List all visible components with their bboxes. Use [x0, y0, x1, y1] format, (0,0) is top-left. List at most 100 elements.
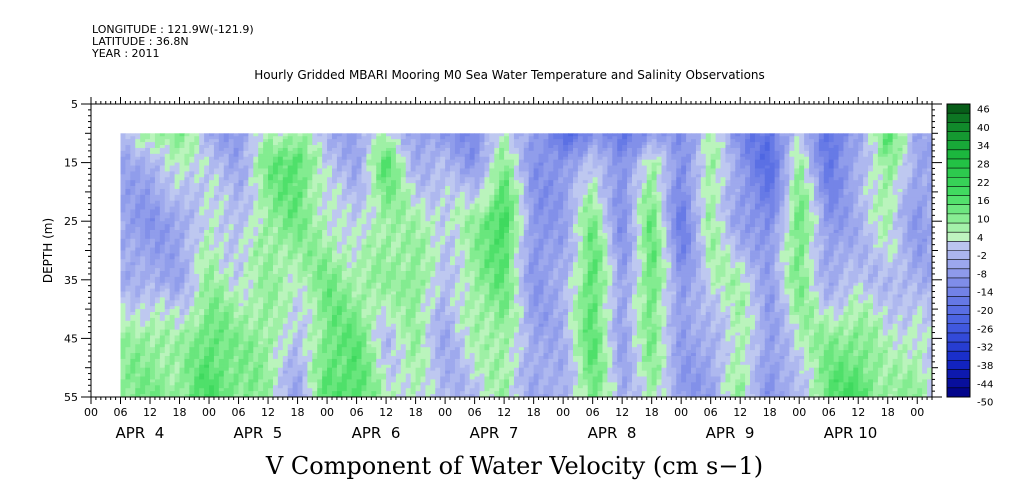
heatmap-cell	[189, 259, 195, 263]
heatmap-cell	[253, 221, 259, 225]
heatmap-cell	[381, 206, 387, 210]
heatmap-cell	[351, 177, 357, 181]
heatmap-cell	[194, 364, 200, 369]
heatmap-cell	[302, 253, 308, 257]
heatmap-cell	[381, 335, 387, 339]
heatmap-cell	[253, 309, 259, 313]
heatmap-cell	[263, 218, 269, 222]
heatmap-cell	[381, 314, 387, 319]
heatmap-cell	[179, 168, 185, 172]
heatmap-cell	[179, 279, 185, 284]
heatmap-cell	[174, 285, 180, 289]
heatmap-cell	[238, 391, 244, 395]
heatmap-cell	[213, 367, 220, 372]
heatmap-cell	[341, 294, 348, 298]
heatmap-cell	[381, 256, 387, 260]
heatmap-cell	[268, 382, 274, 386]
heatmap-cell	[341, 288, 348, 292]
heatmap-cell	[238, 329, 244, 333]
heatmap-cell	[341, 159, 348, 163]
heatmap-cell	[297, 300, 303, 304]
heatmap-cell	[292, 282, 298, 287]
heatmap-cell	[218, 294, 225, 298]
heatmap-cell	[268, 297, 274, 301]
heatmap-cell	[248, 191, 254, 196]
heatmap-cell	[371, 209, 377, 213]
heatmap-cell	[248, 206, 254, 210]
heatmap-cell	[238, 238, 244, 243]
heatmap-cell	[322, 142, 328, 146]
heatmap-cell	[376, 171, 382, 175]
heatmap-cell	[282, 139, 289, 143]
heatmap-cell	[322, 303, 328, 307]
heatmap-cell	[376, 133, 382, 137]
heatmap-cell	[120, 265, 126, 269]
heatmap-cell	[356, 206, 362, 210]
heatmap-cell	[223, 183, 230, 187]
heatmap-cell	[391, 191, 397, 196]
heatmap-cell	[159, 218, 166, 222]
heatmap-cell	[331, 241, 338, 246]
heatmap-cell	[327, 300, 333, 304]
heatmap-cell	[361, 320, 367, 325]
heatmap-cell	[341, 212, 348, 216]
heatmap-cell	[130, 186, 136, 190]
heatmap-cell	[204, 191, 210, 196]
heatmap-cell	[268, 358, 274, 363]
heatmap-cell	[356, 382, 362, 386]
heatmap-cell	[179, 338, 185, 342]
heatmap-cell	[312, 373, 318, 377]
heatmap-cell	[199, 391, 205, 395]
heatmap-cell	[120, 188, 126, 193]
heatmap-cell	[268, 244, 274, 248]
heatmap-cell	[174, 159, 180, 163]
heatmap-cell	[351, 282, 357, 287]
heatmap-cell	[150, 268, 156, 272]
heatmap-cell	[361, 382, 367, 386]
heatmap-cell	[371, 282, 377, 287]
heatmap-cell	[223, 388, 230, 392]
heatmap-cell	[317, 256, 323, 260]
heatmap-cell	[361, 139, 367, 143]
heatmap-cell	[307, 306, 313, 310]
heatmap-cell	[361, 306, 367, 310]
heatmap-cell	[381, 376, 387, 380]
heatmap-cell	[169, 379, 176, 383]
heatmap-cell	[189, 229, 195, 234]
heatmap-cell	[233, 168, 239, 172]
heatmap-cell	[243, 361, 249, 366]
heatmap-cell	[356, 355, 362, 360]
heatmap-cell	[189, 361, 195, 366]
heatmap-cell	[307, 171, 313, 175]
heatmap-cell	[317, 285, 323, 289]
heatmap-cell	[145, 276, 151, 281]
heatmap-cell	[228, 323, 235, 328]
heatmap-cell	[125, 391, 131, 395]
heatmap-cell	[356, 370, 362, 374]
chart-title: Hourly Gridded MBARI Mooring M0 Sea Wate…	[254, 68, 765, 82]
heatmap-cell	[184, 268, 190, 272]
heatmap-cell	[361, 379, 367, 383]
heatmap-cell	[243, 218, 249, 222]
heatmap-cell	[145, 183, 151, 187]
heatmap-cell	[263, 382, 269, 386]
heatmap-cell	[302, 276, 308, 281]
heatmap-cell	[154, 306, 161, 310]
heatmap-cell	[287, 136, 294, 140]
heatmap-cell	[194, 329, 200, 333]
heatmap-cell	[233, 314, 239, 319]
heatmap-cell	[331, 300, 338, 304]
heatmap-cell	[307, 282, 313, 287]
heatmap-cell	[218, 194, 225, 199]
heatmap-cell	[253, 244, 259, 248]
heatmap-cell	[336, 253, 343, 257]
heatmap-cell	[145, 326, 151, 331]
heatmap-cell	[258, 139, 264, 143]
heatmap-cell	[331, 279, 338, 284]
heatmap-cell	[213, 320, 220, 325]
heatmap-cell	[189, 367, 195, 372]
heatmap-cell	[272, 227, 279, 231]
heatmap-cell	[376, 247, 382, 251]
heatmap-cell	[346, 241, 353, 246]
heatmap-cell	[223, 262, 230, 266]
